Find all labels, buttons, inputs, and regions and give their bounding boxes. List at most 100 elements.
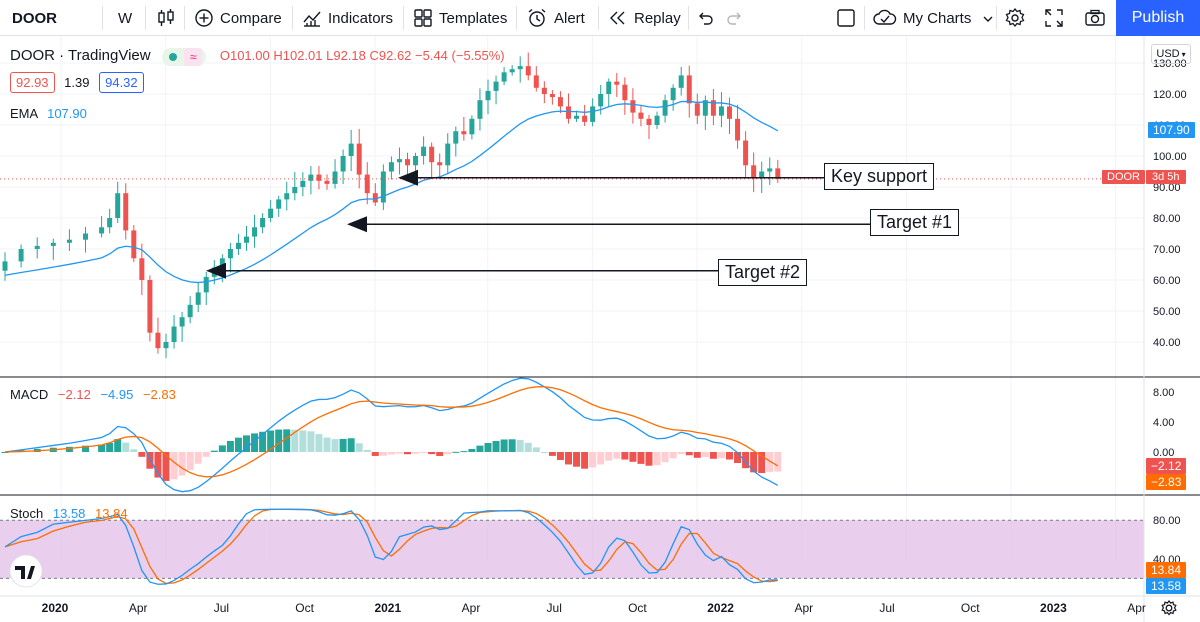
candle-body — [99, 227, 105, 234]
time-axis-tick-label: Apr — [1127, 601, 1146, 615]
macd-histogram-bar — [226, 440, 234, 452]
undo-button[interactable] — [696, 0, 720, 36]
candle-body — [638, 112, 644, 119]
time-axis-tick-label: Jul — [879, 601, 894, 615]
macd-histogram-bar — [275, 429, 283, 452]
visibility-toggle[interactable]: ≈ — [162, 47, 207, 66]
time-axis-tick-label: 2022 — [707, 601, 734, 615]
price-axis-tick-label: 50.00 — [1153, 306, 1181, 318]
macd-signal-price-label: −2.83 — [1146, 474, 1187, 490]
macd-histogram-bar — [420, 452, 428, 453]
alert-label: Alert — [554, 9, 585, 27]
settings-button[interactable] — [1004, 0, 1032, 36]
candle-body — [139, 258, 145, 280]
macd-histogram-bar — [315, 434, 323, 452]
stoch-band — [0, 520, 1144, 579]
divider — [403, 6, 404, 30]
ask-price[interactable]: 94.32 — [99, 72, 144, 93]
macd-histogram-bar — [355, 443, 363, 452]
chart-area[interactable]: 40.0050.0060.0070.0080.0090.00100.00110.… — [0, 36, 1200, 622]
countdown-label: 3d 5h — [1146, 170, 1186, 184]
macd-histogram-bar — [709, 452, 717, 459]
indicators-button[interactable]: Indicators — [302, 0, 393, 36]
macd-histogram-bar — [653, 452, 661, 466]
macd-histogram-bar — [210, 450, 218, 452]
macd-histogram-bar — [685, 452, 693, 456]
candle-body — [421, 146, 427, 156]
macd-histogram-bar — [371, 452, 379, 456]
compare-button[interactable]: Compare — [194, 0, 282, 36]
candle-body — [477, 100, 483, 119]
candle-body — [646, 118, 652, 125]
templates-button[interactable]: Templates — [413, 0, 507, 36]
stoch-label: Stoch — [10, 506, 44, 521]
candle-body — [235, 242, 241, 249]
candle-body — [340, 156, 346, 172]
candle-body — [34, 245, 40, 249]
macd-histogram-bar — [154, 452, 162, 478]
target2-callout[interactable]: Target #2 — [718, 259, 808, 286]
macd-histogram-bar — [65, 446, 73, 452]
price-axis-tick-label: 4.00 — [1153, 417, 1174, 429]
macd-histogram-bar — [1, 452, 9, 453]
candle-body — [429, 146, 435, 163]
price-axis-tick-label: 130.00 — [1153, 58, 1187, 70]
candle-body — [735, 118, 741, 141]
replay-button[interactable]: Replay — [608, 0, 681, 36]
target1-callout[interactable]: Target #1 — [870, 209, 960, 236]
candle-body — [710, 100, 716, 116]
macd-histogram-bar — [669, 452, 677, 459]
redo-button[interactable] — [726, 0, 750, 36]
time-axis-tick-label: Oct — [628, 601, 647, 615]
macd-histogram-bar — [734, 452, 742, 464]
macd-histogram-bar — [395, 452, 403, 454]
candle-body — [582, 115, 588, 122]
macd-histogram-bar — [613, 452, 621, 459]
candle-body — [775, 168, 781, 179]
macd-line-value: −4.95 — [100, 387, 134, 402]
layout-button[interactable] — [836, 0, 862, 36]
stoch-d-value: 13.84 — [95, 506, 128, 521]
candle-body — [308, 174, 314, 181]
macd-histogram-bar — [589, 452, 597, 468]
macd-histogram-bar — [234, 437, 242, 452]
price-axis-tick-label: 100.00 — [1153, 151, 1187, 163]
fullscreen-button[interactable] — [1044, 0, 1070, 36]
candle-body — [187, 304, 193, 318]
snapshot-button[interactable] — [1084, 0, 1112, 36]
candle-body — [598, 94, 604, 107]
ema-legend: EMA 107.90 — [10, 106, 87, 121]
chart-type-button[interactable] — [156, 0, 182, 36]
macd-histogram-bar — [404, 452, 411, 455]
macd-hist-price-label: −2.12 — [1146, 458, 1187, 474]
ema-price-label: 107.90 — [1148, 122, 1195, 138]
publish-button[interactable]: Publish — [1116, 0, 1200, 36]
candle-body — [2, 261, 8, 271]
macd-histogram-bar — [565, 452, 572, 465]
candle-body — [574, 115, 580, 119]
alert-button[interactable]: Alert — [526, 0, 585, 36]
indicators-label: Indicators — [328, 9, 394, 27]
candle-body — [388, 162, 394, 172]
key-support-callout[interactable]: Key support — [824, 163, 935, 190]
candle-body — [66, 239, 72, 243]
symbol-search[interactable]: DOOR — [12, 0, 57, 36]
macd-histogram-bar — [106, 442, 114, 452]
time-axis[interactable]: 2020 Apr Jul Oct 2021 Apr Jul Oct 2022 Apr Jul Oct 2… — [42, 601, 1146, 615]
macd-histogram-bar — [323, 437, 331, 452]
my-charts-button[interactable]: My Charts — [873, 0, 993, 36]
templates-label: Templates — [439, 9, 508, 27]
bid-price[interactable]: 92.93 — [10, 72, 55, 93]
stoch-d-line — [4, 508, 778, 585]
tradingview-logo[interactable] — [9, 554, 43, 588]
interval-button[interactable]: W — [118, 0, 132, 36]
currency-selector[interactable]: USD ▾ — [1151, 44, 1191, 64]
candle-body — [179, 317, 185, 327]
macd-histogram-bar — [436, 452, 444, 456]
macd-histogram-bar — [581, 452, 589, 469]
candle-body — [380, 171, 386, 203]
macd-signal-line — [4, 386, 779, 478]
symbol-tag-label: DOOR — [1107, 171, 1140, 183]
symbol-label: DOOR — [12, 9, 57, 27]
gear-icon[interactable] — [1161, 600, 1177, 616]
